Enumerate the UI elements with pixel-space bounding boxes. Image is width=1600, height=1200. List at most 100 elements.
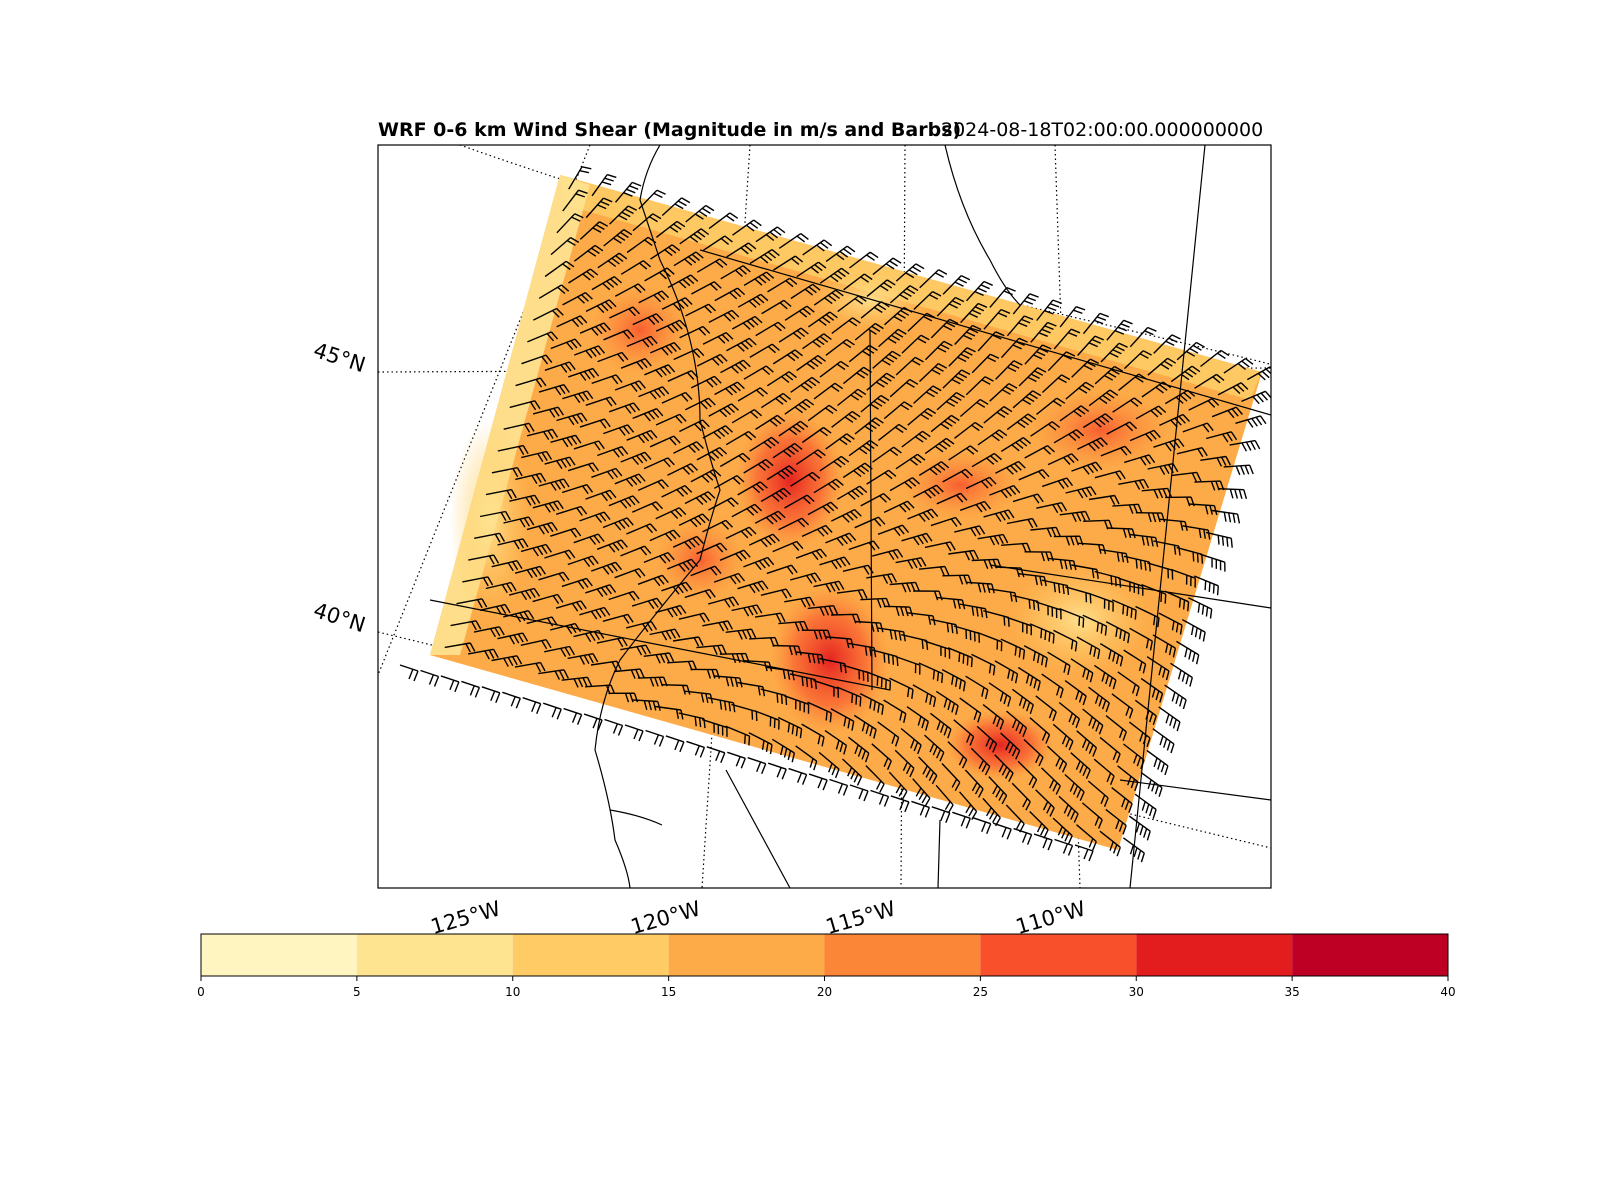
- colorbar-segment: [201, 934, 357, 976]
- wind-barb: [771, 738, 796, 763]
- wind-barb: [544, 361, 576, 373]
- wind-barb: [982, 704, 1005, 730]
- wind-barb: [1106, 527, 1136, 539]
- wind-barb: [608, 590, 640, 601]
- wind-barb: [719, 652, 750, 664]
- wind-barb: [468, 554, 500, 565]
- wind-barb: [1052, 817, 1073, 845]
- wind-barb: [1024, 344, 1052, 365]
- wind-barb: [1094, 470, 1126, 481]
- shear-max-wyoming: [900, 450, 1020, 520]
- wind-barb: [538, 571, 570, 582]
- wind-barb: [563, 707, 583, 725]
- wind-barb: [1006, 413, 1037, 431]
- wind-barb: [935, 690, 959, 715]
- wind-barb: [509, 587, 541, 601]
- wind-barb: [1023, 738, 1044, 767]
- wind-barb: [1105, 621, 1130, 644]
- wind-barb: [942, 468, 973, 483]
- wind-barb: [748, 732, 773, 755]
- wind-barb: [1187, 597, 1213, 619]
- wind-barb: [1122, 837, 1145, 863]
- wind-barb: [754, 510, 786, 525]
- wind-barb: [807, 501, 839, 516]
- wind-barb: [784, 596, 816, 608]
- wind-barb: [783, 695, 810, 714]
- wind-barb: [995, 460, 1026, 475]
- wind-barb: [1111, 599, 1137, 620]
- wind-barb: [825, 245, 856, 262]
- wind-barb: [502, 691, 521, 709]
- wind-barb: [778, 517, 810, 531]
- wind-barb: [901, 430, 931, 448]
- wind-barb: [1088, 686, 1110, 713]
- coastline-inlet: [609, 809, 663, 826]
- wind-barb: [924, 541, 956, 552]
- wind-barb: [907, 508, 939, 522]
- continental-divide-north: [944, 145, 1021, 306]
- wind-barb: [725, 628, 757, 640]
- wind-barb: [1024, 444, 1055, 459]
- wind-barb: [1053, 629, 1078, 652]
- wind-barb: [1099, 642, 1124, 667]
- wind-barb: [714, 287, 746, 302]
- wind-barb: [509, 400, 541, 411]
- wind-barb: [1082, 312, 1109, 335]
- wind-barb: [544, 645, 576, 657]
- wind-barb: [521, 354, 553, 365]
- wind-barb: [977, 533, 1009, 546]
- wind-barb: [1047, 651, 1071, 676]
- wind-barb: [813, 478, 844, 494]
- wind-barb: [895, 263, 925, 282]
- wind-barb: [556, 315, 588, 328]
- wind-barb: [608, 692, 639, 703]
- wind-barb: [1070, 752, 1091, 779]
- wind-barb: [1153, 334, 1181, 354]
- wind-barb: [637, 574, 669, 587]
- wind-barb: [813, 382, 844, 400]
- wind-barb: [994, 660, 1019, 684]
- wind-barb: [924, 340, 953, 361]
- wind-barb: [860, 492, 891, 507]
- state-line-southern: [1119, 779, 1271, 801]
- wind-barb: [1035, 789, 1055, 817]
- wind-barb: [1077, 335, 1104, 356]
- wind-barb: [947, 647, 973, 668]
- wind-barb: [807, 605, 839, 616]
- wind-barb: [977, 331, 1005, 352]
- wind-barb: [1123, 649, 1147, 674]
- wind-barb: [941, 763, 961, 792]
- wind-barb: [1176, 640, 1200, 665]
- parallel-50n: [459, 145, 1271, 366]
- wind-barb: [555, 600, 587, 612]
- wind-barb: [883, 401, 913, 420]
- wind-barb: [591, 173, 617, 197]
- wind-barb: [983, 308, 1011, 330]
- wind-barb: [678, 712, 706, 729]
- wind-barb: [913, 290, 942, 311]
- wind-barb: [913, 484, 944, 499]
- wind-barb: [1105, 808, 1127, 835]
- wind-barb: [954, 324, 982, 345]
- wind-barb: [989, 484, 1021, 499]
- colorbar-segment: [980, 934, 1137, 976]
- wind-barb: [965, 280, 993, 302]
- wind-barb: [1182, 422, 1214, 433]
- wind-barb: [754, 612, 786, 623]
- wind-barb: [743, 660, 773, 672]
- wind-barb: [866, 279, 896, 297]
- wind-barb: [1082, 708, 1104, 735]
- wind-barb: [808, 773, 828, 791]
- wind-barb: [509, 494, 541, 506]
- wind-barb: [631, 699, 661, 711]
- wind-barb: [836, 686, 862, 707]
- wind-barb: [497, 632, 529, 645]
- wind-barb: [870, 789, 890, 807]
- wind-barb: [919, 269, 948, 289]
- wind-barb: [930, 318, 959, 339]
- wind-barb: [661, 197, 691, 217]
- wind-barb: [912, 778, 931, 807]
- wind-barb: [773, 255, 804, 271]
- wind-barb: [900, 727, 922, 755]
- colorbar-tick-label: 5: [353, 985, 361, 999]
